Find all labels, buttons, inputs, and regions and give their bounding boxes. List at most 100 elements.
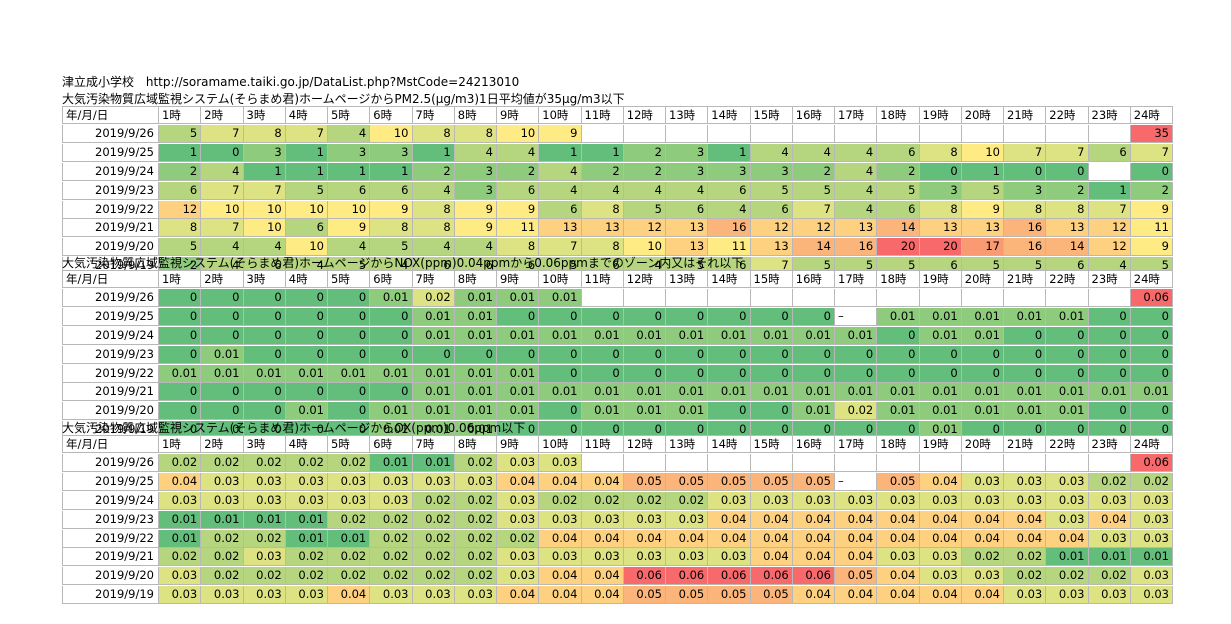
data-cell: 0.01 [708,383,751,402]
data-cell: 12 [792,219,835,238]
data-cell: 0.02 [497,529,540,548]
hour-header: 23時 [1088,270,1131,288]
data-cell: 0 [243,402,286,421]
data-cell: 4 [835,200,878,219]
data-cell: 2 [497,162,540,181]
data-cell: 0.03 [877,491,920,510]
data-cell: – [835,307,878,326]
data-cell: 10 [285,238,328,257]
hour-header: 14時 [708,270,751,288]
data-cell: 0.05 [708,472,751,491]
data-cell [708,288,751,307]
data-cell: 0.01 [961,326,1004,345]
hour-header: 7時 [412,435,455,453]
data-cell: 0.02 [454,510,497,529]
data-cell: 0.03 [412,472,455,491]
hour-header: 11時 [581,106,624,124]
data-cell: 4 [539,181,582,200]
data-cell: 7 [1004,143,1047,162]
data-cell: 0.04 [581,529,624,548]
data-cell: 0.05 [877,472,920,491]
data-cell: 0 [1046,326,1089,345]
hour-header: 4時 [285,270,328,288]
data-cell: 0.02 [666,491,709,510]
data-cell: 0 [1004,326,1047,345]
data-cell: 0.03 [919,491,962,510]
data-cell: 0.03 [1088,491,1131,510]
data-cell: 0 [285,288,328,307]
data-cell: 0 [1046,162,1089,181]
data-cell: 0 [159,307,202,326]
hour-header: 17時 [835,106,878,124]
data-cell: 2 [1046,181,1089,200]
data-cell: 0.01 [201,345,244,364]
source-url: http://soramame.taiki.go.jp/DataList.php… [145,75,520,89]
data-cell: 6 [328,181,371,200]
data-cell: 0 [1130,326,1173,345]
data-cell: 6 [877,143,920,162]
data-cell: 0 [792,364,835,383]
data-cell: 0.02 [412,548,455,567]
data-cell: 4 [750,143,793,162]
data-cell [1088,162,1131,181]
data-cell: 0.04 [792,548,835,567]
data-cell: 0.01 [497,364,540,383]
data-cell: 14 [1046,238,1089,257]
data-cell: 0.01 [666,383,709,402]
data-cell: 0.03 [243,491,286,510]
data-cell: 0.01 [159,364,202,383]
data-cell: 0 [750,307,793,326]
data-cell: 0.04 [750,529,793,548]
hour-header: 15時 [750,270,793,288]
data-cell: 12 [1088,219,1131,238]
data-cell: 0 [201,326,244,345]
data-cell: 1 [159,143,202,162]
data-cell: 0.02 [1088,472,1131,491]
data-cell: 0.02 [412,288,455,307]
data-cell: 2 [159,162,202,181]
data-cell: 8 [919,200,962,219]
data-cell: 0.01 [666,326,709,345]
row-date: 2019/9/20 [62,567,159,586]
data-cell: 0 [1046,364,1089,383]
data-cell: 0.02 [623,491,666,510]
data-cell: 7 [201,219,244,238]
hour-header: 11時 [581,270,624,288]
data-cell: 16 [835,238,878,257]
data-cell: 9 [961,200,1004,219]
data-cell: 0.03 [961,491,1004,510]
data-cell: 0 [1130,162,1173,181]
data-cell: 1 [285,143,328,162]
data-cell: 0.03 [792,491,835,510]
data-cell [792,453,835,472]
data-cell: 14 [792,238,835,257]
data-cell: 0.02 [243,529,286,548]
hour-header: 22時 [1046,106,1089,124]
data-cell: 0.02 [328,510,371,529]
row-date: 2019/9/23 [62,510,159,529]
hour-header: 14時 [708,106,751,124]
hour-header: 3時 [243,270,286,288]
data-cell: 0.05 [623,472,666,491]
data-cell: 0.01 [454,307,497,326]
hour-header: 5時 [328,270,371,288]
hour-header: 8時 [454,106,497,124]
data-cell: 0 [666,345,709,364]
data-cell: 0.03 [201,586,244,605]
data-cell: 0 [285,326,328,345]
data-cell: 7 [539,238,582,257]
section-title: 大気汚染物質広域監視システム(そらまめ君)ホームページからNOX(ppm)0.0… [62,256,744,270]
data-cell: 0 [285,345,328,364]
data-cell: 11 [708,238,751,257]
data-cell [581,124,624,143]
data-cell: 0.06 [708,567,751,586]
data-cell: 0 [750,345,793,364]
data-cell: 0 [919,364,962,383]
data-cell [1046,453,1089,472]
data-cell: 9 [454,219,497,238]
data-cell: 0.03 [835,491,878,510]
data-cell: 0.03 [666,510,709,529]
data-cell: 0 [159,383,202,402]
data-cell: 11 [497,219,540,238]
data-cell: 16 [1004,219,1047,238]
